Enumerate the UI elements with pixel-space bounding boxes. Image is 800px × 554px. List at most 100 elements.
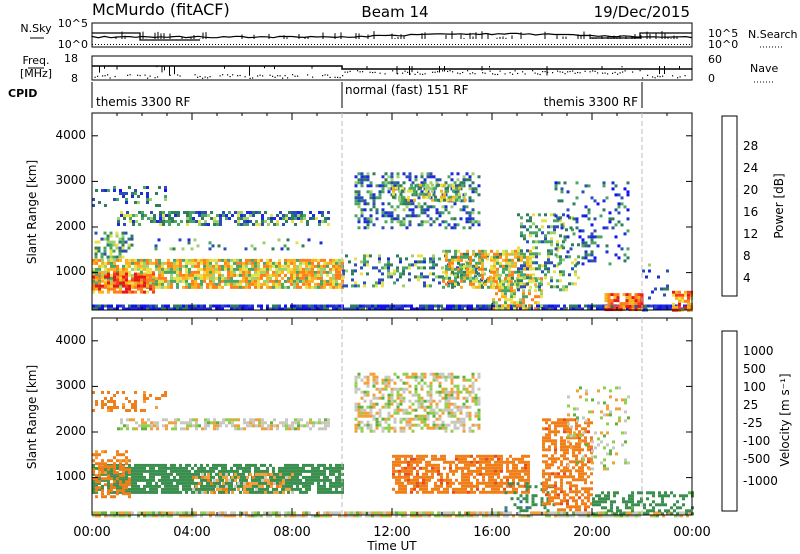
- power-cell-9: [345, 254, 348, 258]
- velocity-cell-1: [182, 469, 185, 473]
- power-tick-12: 12: [743, 227, 758, 241]
- power-cell-1: [173, 264, 176, 268]
- power-cell-13: [560, 244, 564, 248]
- velocity-cell-3: [122, 471, 125, 475]
- power-cell-10: [520, 270, 523, 274]
- velocity-cell-0: [278, 514, 281, 518]
- power-cell-0: [476, 304, 479, 308]
- power-cell-1: [200, 261, 203, 265]
- nsearch-dot: [680, 44, 681, 45]
- power-cell-1: [245, 264, 248, 268]
- power-cell-1: [104, 264, 107, 268]
- power-cell-11: [504, 307, 507, 311]
- power-cell-0: [134, 304, 137, 308]
- power-cell-12: [523, 264, 526, 268]
- power-cell-12: [568, 255, 571, 259]
- power-cell-12: [532, 273, 535, 277]
- nsearch-dot: [641, 44, 642, 45]
- velocity-cell-1: [122, 475, 125, 479]
- power-cell-13: [602, 226, 606, 230]
- velocity-cell-0: [182, 514, 185, 518]
- power-cell-1: [260, 282, 263, 286]
- velocity-cell-1: [152, 478, 155, 482]
- velocity-cell-6: [378, 396, 382, 400]
- power-cell-13: [599, 214, 603, 218]
- nave-dot: [557, 70, 559, 72]
- power-cell-7: [366, 184, 370, 188]
- power-cell-7: [471, 211, 475, 215]
- nsearch-dot: [488, 44, 489, 45]
- power-cell-4: [141, 214, 144, 217]
- velocity-cell-1: [143, 490, 146, 494]
- power-cell-0: [557, 304, 560, 308]
- nave-dot: [499, 70, 501, 72]
- power-cell-12: [538, 252, 541, 256]
- velocity-cell-4: [135, 427, 138, 431]
- velocity-cell-3: [110, 489, 113, 493]
- velocity-cell-1: [200, 484, 203, 488]
- velocity-cell-1: [176, 487, 179, 491]
- power-cell-10: [463, 270, 466, 274]
- power-cell-7: [378, 193, 382, 197]
- nsearch-dot: [377, 44, 378, 45]
- nsearch-dot: [215, 44, 216, 45]
- power-cell-0: [161, 304, 164, 308]
- power-cell-8: [392, 186, 395, 190]
- power-cell-4: [225, 214, 228, 217]
- velocity-cell-0: [611, 511, 614, 515]
- power-cell-14: [634, 293, 638, 297]
- power-cell-1: [218, 285, 221, 289]
- power-cell-1: [218, 282, 221, 286]
- power-cell-4: [174, 211, 177, 214]
- velocity-cell-0: [95, 514, 98, 518]
- power-cell-11: [516, 286, 519, 290]
- velocity-cell-0: [458, 514, 461, 518]
- velocity-cell-0: [239, 511, 242, 515]
- velocity-cell-3: [107, 477, 110, 481]
- velocity-cell-1: [173, 478, 176, 482]
- velocity-cell-5: [113, 400, 116, 403]
- power-cell-0: [332, 304, 335, 308]
- power-cell-0: [383, 307, 386, 311]
- velocity-cell-4: [255, 424, 258, 428]
- nave-dot: [334, 76, 336, 78]
- power-cell-4: [198, 211, 201, 214]
- velocity-cell-1: [341, 490, 344, 494]
- power-cell-1: [218, 276, 221, 280]
- power-cell-10: [493, 276, 496, 280]
- power-cell-11: [528, 307, 531, 311]
- velocity-cell-3: [128, 483, 131, 487]
- velocity-cell-2: [291, 473, 294, 476]
- power-cell-13: [623, 187, 627, 191]
- velocity-cell-1: [278, 475, 281, 479]
- power-cell-1: [323, 285, 326, 289]
- nsearch-dot: [260, 44, 261, 45]
- velocity-cell-3: [119, 453, 122, 457]
- nsearch-dot: [647, 44, 648, 45]
- power-cell-13: [617, 220, 621, 224]
- power-cell-3: [115, 246, 119, 250]
- velocity-cell-1: [155, 469, 158, 473]
- nave-dot: [462, 71, 464, 74]
- nsearch-dot: [635, 44, 636, 45]
- power-cell-10: [478, 255, 481, 259]
- velocity-cell-6: [366, 393, 370, 397]
- power-cell-1: [335, 282, 338, 286]
- velocity-cell-6: [366, 405, 370, 409]
- power-cell-10: [529, 261, 532, 265]
- velocity-cell-6: [357, 375, 361, 379]
- power-cell-2: [140, 290, 143, 294]
- power-cell-7: [423, 202, 427, 206]
- power-cell-1: [221, 264, 224, 268]
- power-cell-4: [144, 214, 147, 217]
- power-cell-1: [146, 276, 149, 280]
- power-cell-1: [170, 282, 173, 286]
- power-cell-10: [469, 264, 472, 268]
- nsearch-dot: [632, 44, 633, 45]
- power-cell-2: [131, 281, 134, 285]
- power-cell-4: [174, 220, 177, 223]
- velocity-cell-5: [92, 409, 95, 412]
- power-cell-1: [98, 276, 101, 280]
- power-cell-1: [194, 282, 197, 286]
- power-cell-9: [366, 260, 369, 264]
